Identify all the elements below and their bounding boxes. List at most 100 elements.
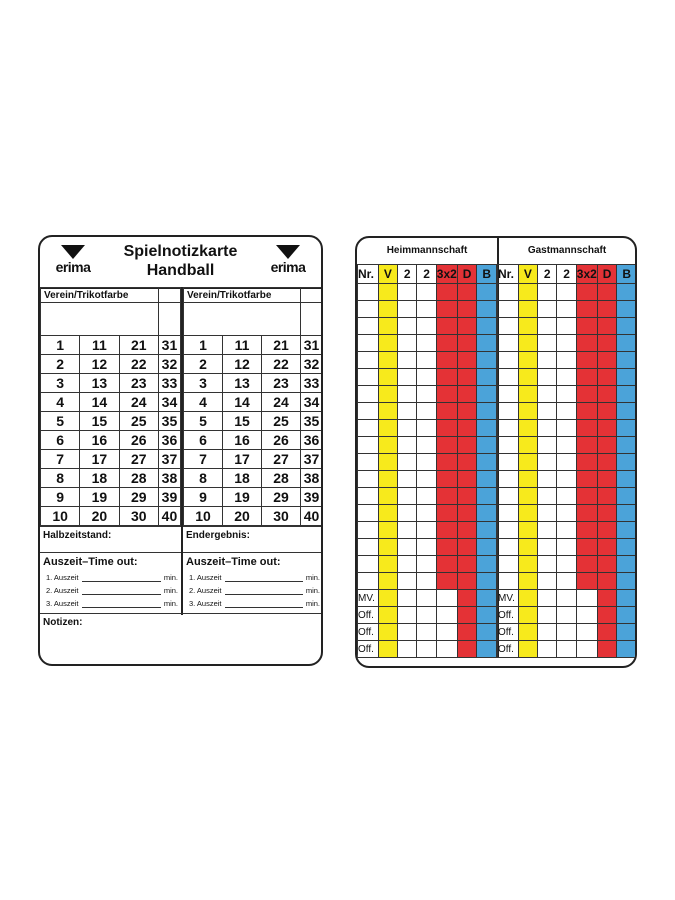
grid-cell[interactable] (397, 538, 418, 556)
player-number[interactable]: 19 (222, 487, 262, 507)
grid-cell[interactable] (556, 538, 577, 556)
player-number[interactable]: 24 (260, 392, 302, 412)
player-number[interactable]: 34 (300, 392, 321, 412)
grid-cell[interactable] (435, 589, 458, 607)
grid-cell[interactable] (435, 385, 458, 403)
grid-cell[interactable] (575, 453, 598, 471)
grid-cell[interactable] (596, 317, 618, 335)
grid-cell[interactable] (575, 504, 598, 522)
grid-cell[interactable] (416, 402, 437, 420)
player-number[interactable]: 36 (300, 430, 321, 450)
grid-cell[interactable] (556, 385, 577, 403)
grid-cell[interactable] (537, 436, 558, 454)
grid-cell[interactable] (556, 521, 577, 539)
grid-cell[interactable] (456, 555, 478, 573)
grid-cell[interactable] (357, 487, 379, 505)
grid-cell[interactable] (377, 470, 399, 488)
grid-cell[interactable] (537, 470, 558, 488)
grid-cell[interactable] (596, 555, 618, 573)
grid-cell[interactable] (616, 589, 635, 607)
team-name-field[interactable] (182, 302, 302, 336)
grid-cell[interactable] (476, 300, 497, 318)
grid-cell[interactable] (416, 283, 437, 301)
grid-cell[interactable] (517, 317, 539, 335)
grid-cell[interactable] (397, 334, 418, 352)
grid-cell[interactable] (596, 606, 618, 624)
grid-cell[interactable] (556, 436, 577, 454)
grid-cell[interactable] (377, 402, 399, 420)
timeout-line[interactable]: 1. Auszeit min. (189, 573, 320, 582)
grid-cell[interactable] (497, 436, 519, 454)
grid-cell[interactable] (596, 436, 618, 454)
player-number[interactable]: 11 (79, 335, 120, 355)
player-number[interactable]: 37 (300, 449, 321, 469)
grid-cell[interactable] (357, 419, 379, 437)
player-number[interactable]: 21 (118, 335, 159, 355)
player-number[interactable]: 30 (260, 506, 302, 526)
grid-cell[interactable] (616, 317, 635, 335)
grid-cell[interactable] (456, 470, 478, 488)
player-number[interactable]: 27 (260, 449, 302, 469)
grid-cell[interactable] (357, 351, 379, 369)
grid-cell[interactable] (476, 555, 497, 573)
color-box[interactable] (157, 287, 182, 303)
grid-cell[interactable] (416, 589, 437, 607)
grid-cell[interactable] (517, 402, 539, 420)
grid-cell[interactable] (377, 334, 399, 352)
grid-cell[interactable] (497, 385, 519, 403)
grid-cell[interactable] (456, 453, 478, 471)
grid-cell[interactable] (537, 521, 558, 539)
player-number[interactable]: 9 (183, 487, 223, 507)
player-number[interactable]: 17 (222, 449, 262, 469)
grid-cell[interactable] (377, 283, 399, 301)
player-number[interactable]: 14 (79, 392, 120, 412)
grid-cell[interactable] (575, 487, 598, 505)
grid-cell[interactable] (397, 283, 418, 301)
grid-cell[interactable] (616, 623, 635, 641)
player-number[interactable]: 14 (222, 392, 262, 412)
halftime-score-field[interactable]: Halbzeitstand: (40, 526, 181, 552)
grid-cell[interactable] (456, 487, 478, 505)
grid-cell[interactable] (616, 470, 635, 488)
player-number[interactable]: 31 (300, 335, 321, 355)
grid-cell[interactable] (517, 487, 539, 505)
grid-cell[interactable] (476, 606, 497, 624)
player-number[interactable]: 5 (40, 411, 81, 431)
player-number[interactable]: 26 (260, 430, 302, 450)
grid-cell[interactable] (377, 487, 399, 505)
grid-cell[interactable] (575, 572, 598, 590)
grid-cell[interactable] (537, 487, 558, 505)
grid-cell[interactable] (357, 555, 379, 573)
grid-cell[interactable] (377, 538, 399, 556)
grid-cell[interactable] (435, 606, 458, 624)
grid-cell[interactable] (556, 555, 577, 573)
player-number[interactable]: 5 (183, 411, 223, 431)
grid-cell[interactable] (616, 419, 635, 437)
grid-cell[interactable] (556, 487, 577, 505)
grid-cell[interactable] (397, 419, 418, 437)
grid-cell[interactable] (456, 300, 478, 318)
grid-cell[interactable] (456, 419, 478, 437)
player-number[interactable]: 30 (118, 506, 159, 526)
player-number[interactable]: 32 (300, 354, 321, 374)
grid-cell[interactable] (537, 504, 558, 522)
grid-cell[interactable] (575, 538, 598, 556)
grid-cell[interactable] (397, 453, 418, 471)
grid-cell[interactable] (476, 385, 497, 403)
grid-cell[interactable] (575, 419, 598, 437)
grid-cell[interactable] (377, 300, 399, 318)
grid-cell[interactable] (556, 368, 577, 386)
grid-cell[interactable] (397, 487, 418, 505)
grid-cell[interactable] (517, 334, 539, 352)
grid-cell[interactable] (476, 572, 497, 590)
grid-cell[interactable] (476, 419, 497, 437)
grid-cell[interactable] (517, 606, 539, 624)
player-number[interactable]: 35 (300, 411, 321, 431)
grid-cell[interactable] (397, 589, 418, 607)
grid-cell[interactable] (556, 606, 577, 624)
player-number[interactable]: 34 (157, 392, 182, 412)
grid-cell[interactable] (476, 487, 497, 505)
grid-cell[interactable] (556, 317, 577, 335)
grid-cell[interactable] (435, 521, 458, 539)
grid-cell[interactable] (435, 504, 458, 522)
